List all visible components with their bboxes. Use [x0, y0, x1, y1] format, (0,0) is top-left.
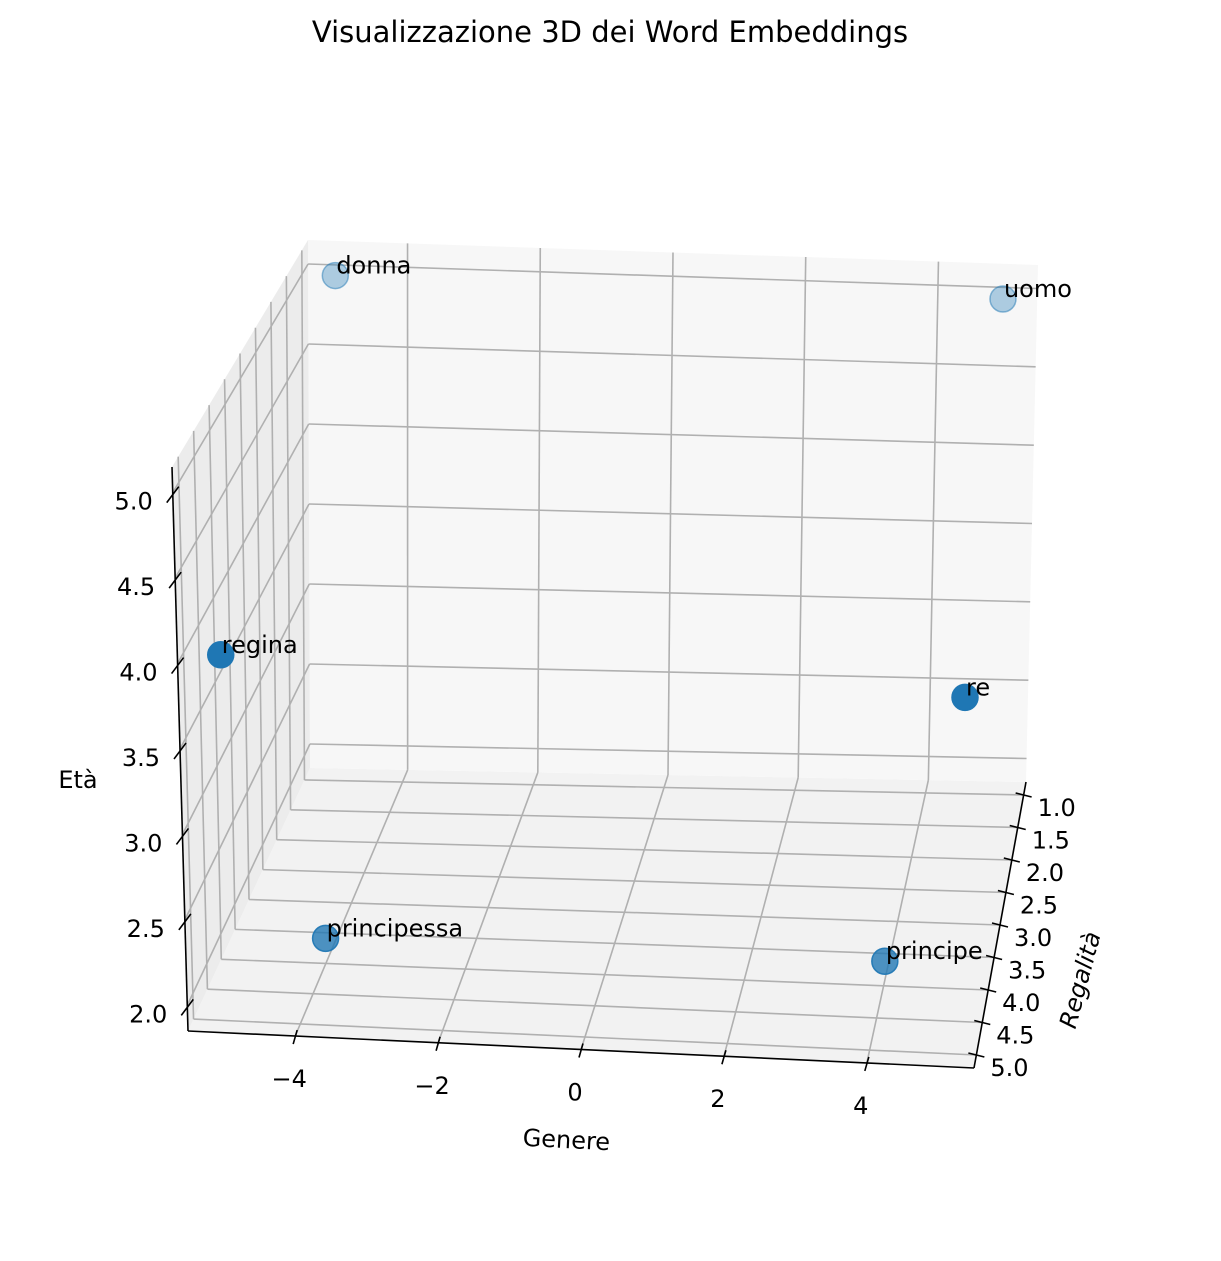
point-label-principessa: principessa	[327, 914, 464, 942]
y-tick-mark	[974, 1019, 991, 1026]
grid-line-z-back	[309, 743, 1027, 760]
grid-line-z-back	[308, 263, 1038, 290]
data-point-principe	[871, 947, 899, 975]
point-label-regina: regina	[222, 631, 298, 659]
x-tick-mark	[864, 1056, 870, 1072]
point-label-donna: donna	[336, 252, 411, 280]
x-tick-mark	[578, 1043, 584, 1058]
z-tick-label: 3.5	[122, 744, 160, 772]
z-tick-mark	[173, 742, 187, 760]
point-label-uomo: uomo	[1004, 275, 1072, 303]
point-label-re: re	[966, 673, 990, 701]
z-tick-label: 4.0	[119, 659, 157, 687]
grid-line-y-floor	[248, 898, 1001, 926]
z-tick-mark	[168, 571, 182, 589]
grid-line-z-side	[176, 423, 310, 664]
z-tick-label: 2.0	[129, 1000, 167, 1028]
chart-title: Visualizzazione 3D dei Word Embeddings	[312, 15, 908, 49]
points-group	[206, 261, 1017, 975]
grid-line-z-side	[181, 583, 311, 835]
labels-group: uomo donna principe principessa re regina	[222, 252, 1072, 966]
z-tick-mark	[166, 486, 180, 504]
y-tick-label: 3.5	[1008, 957, 1046, 985]
x-tick-label: 2	[710, 1085, 725, 1113]
y-axis-label: Regalità	[1054, 929, 1107, 1032]
back-pane	[308, 240, 1038, 782]
y-tick-label: 1.5	[1032, 827, 1070, 855]
y-tick-label: 2.5	[1020, 892, 1058, 920]
grid-line-z-side	[174, 343, 310, 579]
grid-line-z-back	[309, 663, 1029, 681]
grid-line-y-floor	[221, 958, 989, 991]
y-tick-mark	[979, 987, 997, 993]
x-tick-mark	[292, 1029, 298, 1045]
x-tick-mark	[721, 1050, 727, 1065]
x-tick-mark	[435, 1036, 441, 1051]
x-tick-label: 0	[567, 1079, 582, 1107]
grid-line-z-back	[308, 423, 1034, 446]
z-tick-label: 4.5	[117, 573, 155, 601]
y-tick-mark	[1009, 824, 1026, 831]
grid-line-z-side	[179, 503, 310, 750]
y-tick-label: 1.0	[1038, 794, 1076, 822]
y-tick-mark	[1015, 792, 1032, 798]
data-point-regina	[206, 641, 235, 669]
x-tick-label: 4	[853, 1092, 868, 1120]
x-tick-label: −4	[271, 1065, 306, 1093]
grid-line-y-floor	[276, 838, 1012, 861]
axes-group: −4 −2 0 2 4 1.0 1.5 2.0 2.5 3.0 3.5 4.0 4.5 5.0 2.0 2.5…	[58, 466, 1107, 1157]
z-tick-mark	[178, 913, 192, 931]
y-tick-mark	[997, 889, 1015, 896]
z-tick-label: 3.0	[124, 829, 162, 857]
y-tick-label: 5.0	[990, 1054, 1028, 1082]
grid-line-z-back	[308, 503, 1033, 525]
z-axis-line	[171, 466, 189, 1032]
grid-line-z-side	[186, 743, 311, 1006]
y-tick-label: 4.5	[996, 1022, 1034, 1050]
y-tick-mark	[991, 922, 1009, 928]
y-tick-mark	[1003, 857, 1021, 863]
data-point-donna	[321, 261, 350, 290]
grid-line-y-floor	[207, 988, 983, 1024]
grid-line-y-floor	[290, 809, 1018, 829]
y-tick-mark	[968, 1052, 985, 1058]
grid-line-y-floor	[235, 928, 995, 959]
z-axis-label: Età	[58, 766, 97, 794]
grid-line-z-back	[309, 583, 1031, 603]
x-axis-label: Genere	[522, 1124, 611, 1157]
grid-line-y-floor	[262, 868, 1006, 894]
data-point-principessa	[311, 924, 340, 953]
z-tick-label: 2.5	[127, 915, 165, 943]
side-pane	[172, 240, 310, 1031]
point-label-principe: principe	[886, 937, 983, 965]
floor-pane	[188, 768, 1026, 1068]
x-tick-label: −2	[414, 1072, 449, 1100]
grid-line-z-side	[184, 663, 311, 921]
y-tick-label: 3.0	[1014, 924, 1052, 952]
grid-line-z-side	[172, 263, 309, 494]
z-tick-label: 5.0	[115, 488, 153, 516]
y-tick-label: 4.0	[1002, 989, 1040, 1017]
z-tick-mark	[170, 657, 185, 675]
grid-line-y-floor	[304, 779, 1024, 796]
grid-line-z-back	[308, 343, 1036, 368]
z-tick-mark	[180, 998, 194, 1016]
y-tick-mark	[985, 954, 1003, 961]
grid-group	[172, 243, 1038, 1064]
data-point-re	[951, 683, 979, 712]
y-tick-label: 2.0	[1026, 859, 1064, 887]
grid-line-y-floor	[193, 1018, 977, 1056]
z-tick-mark	[175, 827, 190, 845]
data-point-uomo	[989, 285, 1017, 313]
